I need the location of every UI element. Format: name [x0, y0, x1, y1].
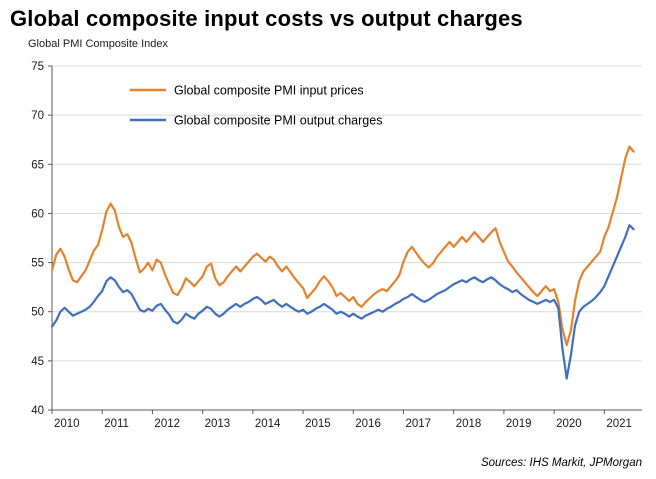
source-attribution: Sources: IHS Markit, JPMorgan [480, 457, 642, 469]
x-tick-label: 2016 [355, 418, 381, 430]
chart-title: Global composite input costs vs output c… [10, 6, 523, 31]
y-tick-label: 45 [31, 356, 44, 368]
chart-subtitle: Global PMI Composite Index [28, 38, 169, 50]
x-tick-label: 2018 [456, 418, 482, 430]
x-tick-label: 2015 [305, 418, 331, 430]
plot-area: 40 45 50 55 60 65 70 75 2010 2011 2012 2013 2014 2015… [31, 61, 642, 430]
y-tick-label: 65 [31, 159, 44, 171]
y-tick-label: 40 [31, 405, 44, 417]
series-line-output-charges [50, 224, 635, 380]
y-tick-label: 50 [31, 307, 44, 319]
y-tick-label: 55 [31, 258, 44, 270]
x-tick-label: 2010 [54, 418, 80, 430]
y-tick-label: 75 [31, 61, 44, 73]
x-tick-label: 2020 [556, 418, 582, 430]
x-tick-label: 2011 [104, 418, 129, 430]
legend-label: Global composite PMI output charges [174, 114, 382, 128]
legend-label: Global composite PMI input prices [174, 84, 364, 98]
x-tick-label: 2012 [154, 418, 180, 430]
x-tick-label: 2013 [205, 418, 231, 430]
x-tick-label: 2019 [506, 418, 532, 430]
y-tick-label: 60 [31, 208, 44, 220]
x-tick-label: 2014 [255, 418, 281, 430]
series-line-input-prices [50, 145, 635, 347]
y-tick-label: 70 [31, 110, 44, 122]
x-tick-label: 2021 [606, 418, 632, 430]
x-tick-label: 2017 [405, 418, 431, 430]
